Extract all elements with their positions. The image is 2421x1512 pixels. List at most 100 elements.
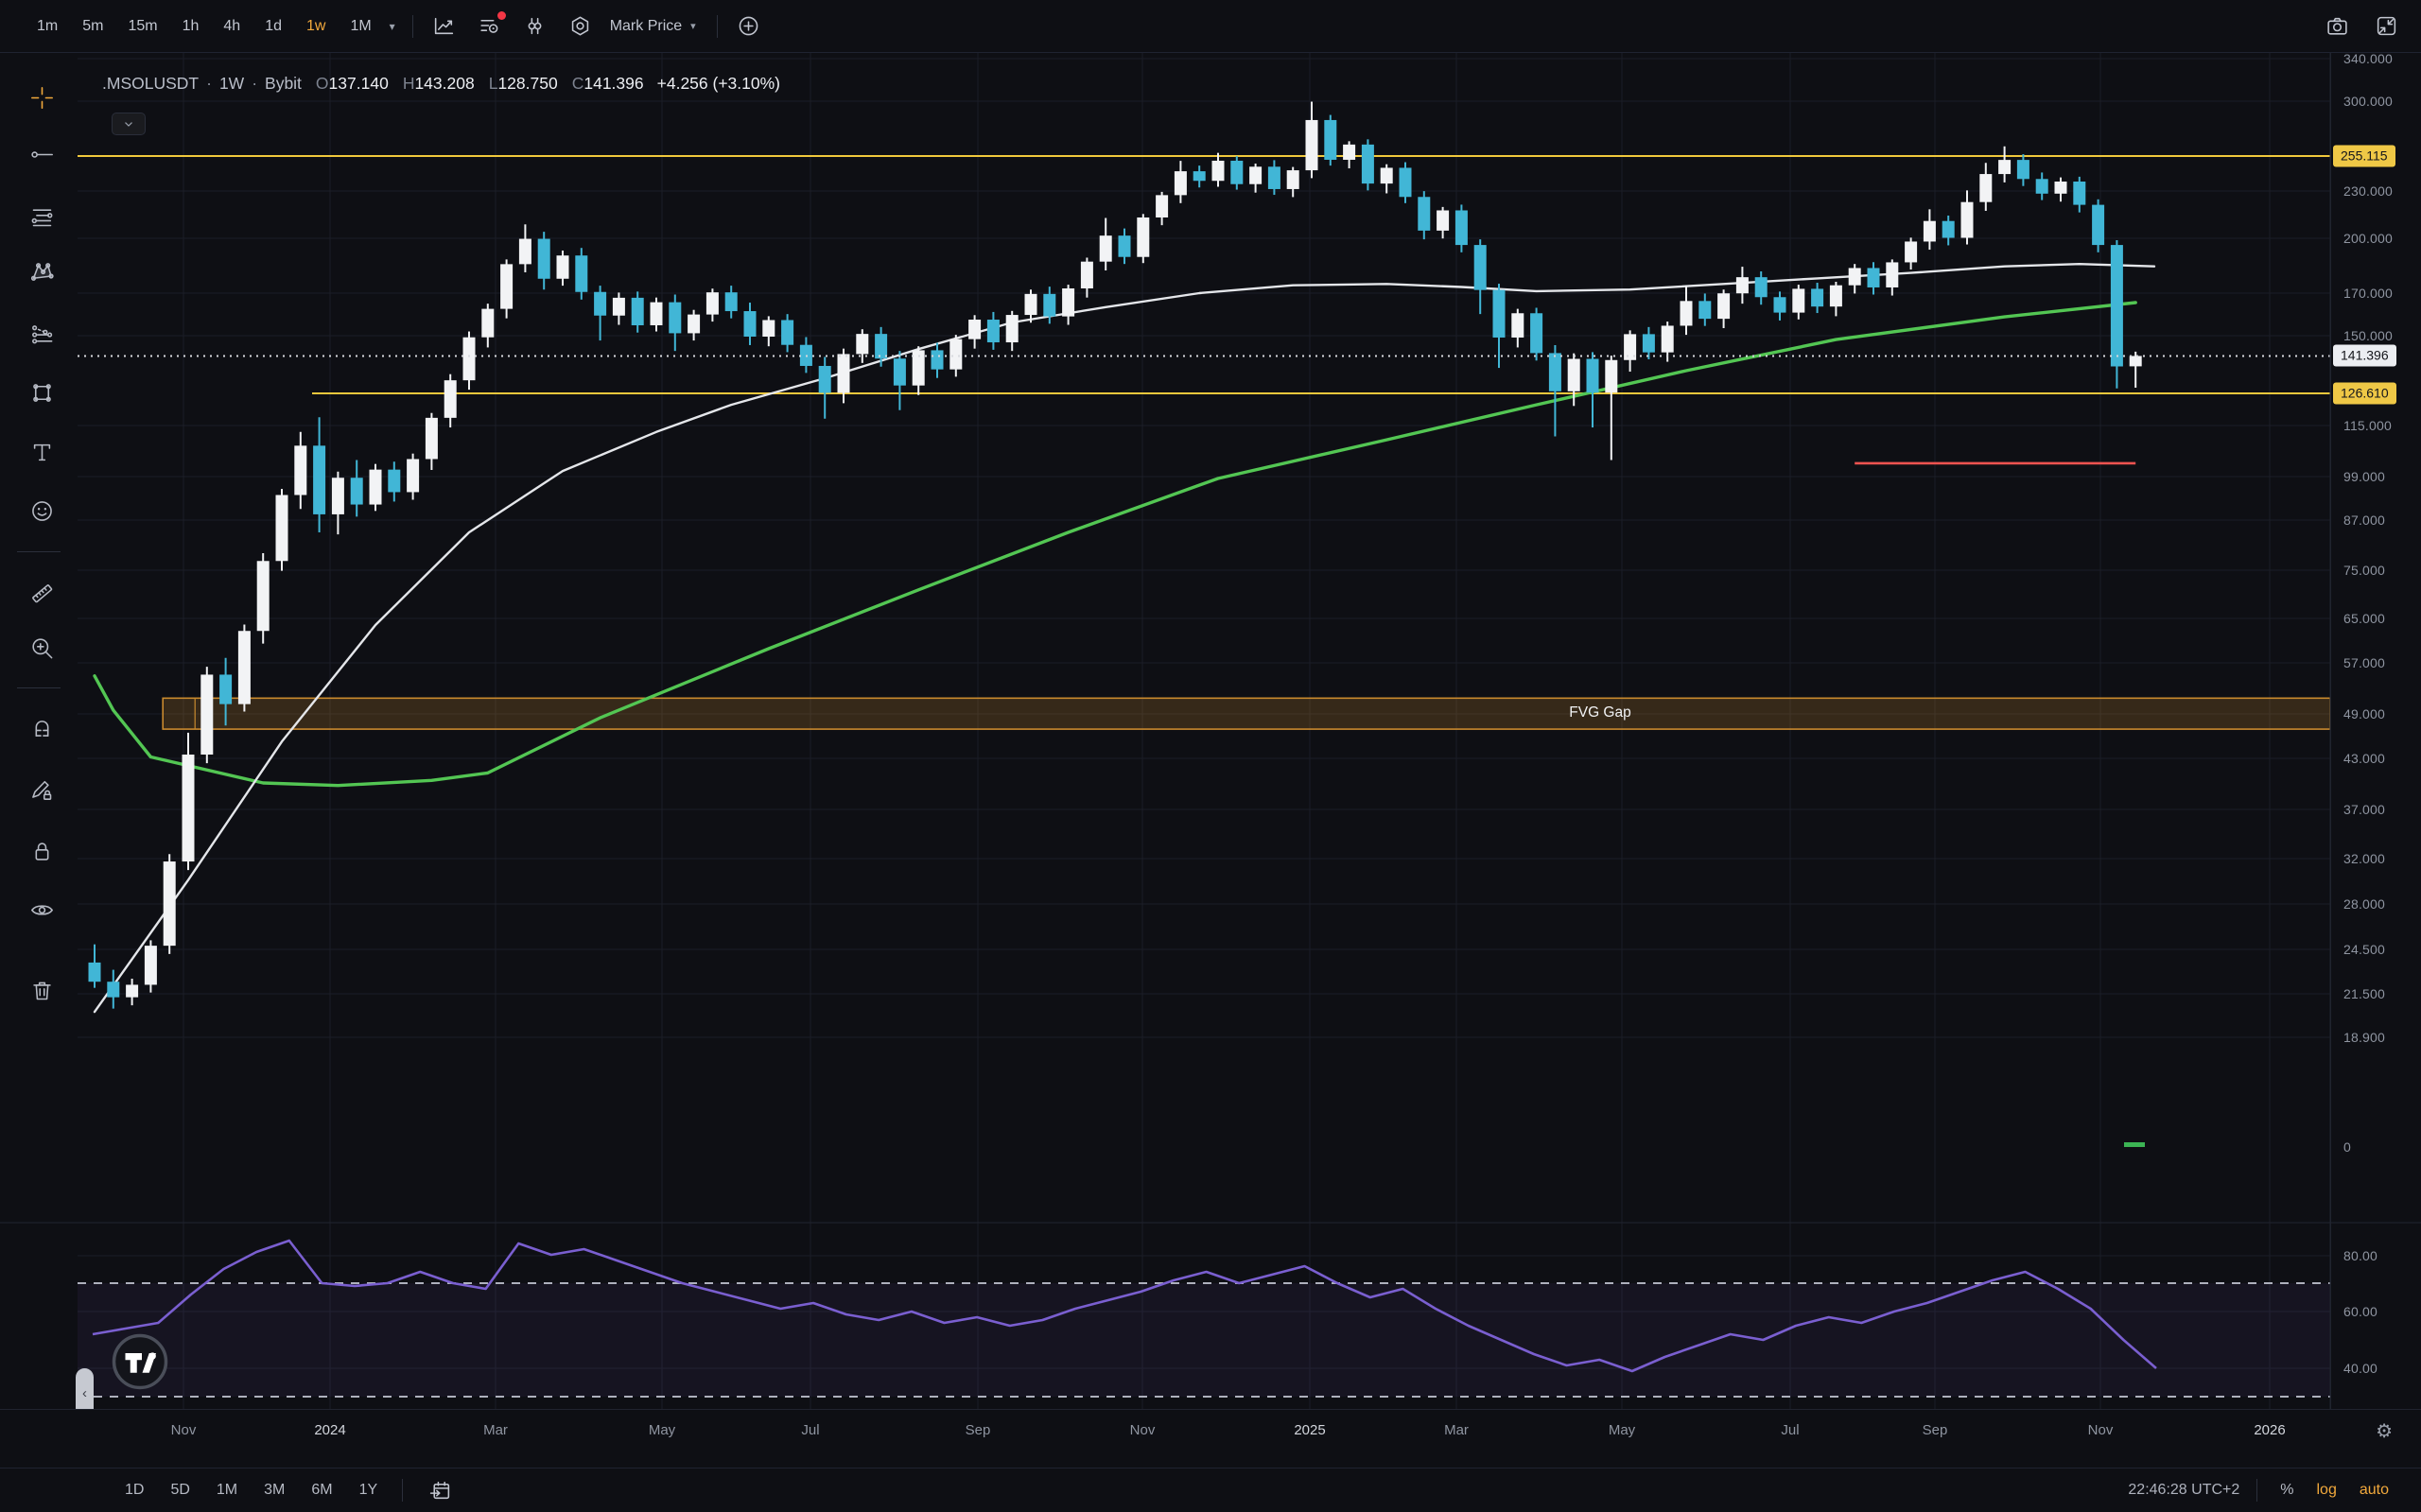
minimize-icon [2377,16,2395,36]
calendar-goto-icon [429,1481,449,1499]
bottom-toolbar: 1D 5D 1M 3M 6M 1Y 22:46:28 UTC+2 % log auto [0,1468,2421,1512]
tool-emoji[interactable] [23,492,61,530]
timeframe-1M[interactable]: 1M [338,12,383,41]
symbol-legend[interactable]: .MSOLUSDT · 1W · Bybit O 137.140 H 143.2… [102,74,780,94]
price-tick: 28.000 [2343,896,2386,912]
rectangle-icon [32,383,51,402]
price-tick: 75.000 [2343,563,2386,578]
log-scale-button[interactable]: log [2306,1477,2348,1503]
range-6M[interactable]: 6M [298,1477,345,1503]
tool-lock-all[interactable] [23,832,61,870]
timeframe-1w[interactable]: 1w [294,12,338,41]
price-tick: 49.000 [2343,706,2386,721]
range-5D[interactable]: 5D [157,1477,202,1503]
rsi-tick: 40.00 [2343,1361,2378,1376]
tool-divider [17,551,61,552]
clock-label[interactable]: 22:46:28 UTC+2 [2122,1481,2245,1500]
tool-forecast[interactable] [23,315,61,353]
timeframe-group: 1m 5m 15m 1h 4h 1d 1w 1M [25,12,384,41]
range-1Y[interactable]: 1Y [346,1477,392,1503]
range-1D[interactable]: 1D [112,1477,157,1503]
tool-drawing-lock[interactable] [23,769,61,807]
chart-style-button[interactable] [425,8,464,45]
open-key: O [315,74,329,93]
low-value: 128.750 [497,74,558,93]
tool-hide-all[interactable] [23,891,61,929]
settings-icon [572,16,589,36]
tool-crosshair[interactable] [23,78,61,116]
chart-tools-group [425,8,601,45]
price-tick: 21.500 [2343,986,2386,1001]
close-value: 141.396 [583,74,644,93]
forecast-icon [31,324,52,343]
tool-fib-retracement[interactable] [23,198,61,235]
add-button[interactable] [729,8,769,45]
minimize-button[interactable] [2366,8,2406,45]
plus-circle-icon [739,16,758,36]
camera-icon [2326,17,2347,35]
price-tick: 300.000 [2343,94,2394,109]
camera-button[interactable] [2317,8,2357,45]
percent-scale-button[interactable]: % [2269,1477,2305,1503]
tool-rectangle[interactable] [23,374,61,411]
time-tick: 2024 [314,1422,346,1438]
high-key: H [402,74,415,93]
price-badge: 141.396 [2333,344,2396,367]
tool-trend-line[interactable] [23,135,61,173]
settings-button[interactable] [561,8,601,45]
tool-magnet[interactable] [23,707,61,745]
range-1M[interactable]: 1M [203,1477,251,1503]
timeframe-1h[interactable]: 1h [170,12,212,41]
tool-xabcd-pattern[interactable] [23,252,61,290]
price-tick: 99.000 [2343,469,2386,484]
axis-settings-gear-icon[interactable]: ⚙ [2376,1421,2393,1442]
zero-tick: 0 [2343,1139,2351,1155]
timeframe-15m[interactable]: 15m [115,12,169,41]
toolbar-divider [402,1479,404,1502]
time-tick: Jul [801,1422,820,1438]
range-group: 1D 5D 1M 3M 6M 1Y [112,1477,391,1503]
go-to-date-button[interactable] [420,1471,460,1509]
auto-scale-button[interactable]: auto [2348,1477,2400,1503]
price-badge: 255.115 [2333,145,2395,167]
compare-button[interactable] [515,8,555,45]
price-tick: 57.000 [2343,655,2386,670]
time-tick: 2025 [1294,1422,1326,1438]
price-source-dropdown[interactable]: Mark Price ▾ [601,12,705,41]
chart-style-icon [435,17,454,35]
price-tick: 115.000 [2343,418,2392,433]
timeframe-1m[interactable]: 1m [25,12,70,41]
tool-divider [17,687,61,688]
toolbar-divider [716,14,718,38]
timeframe-4h[interactable]: 4h [211,12,253,41]
change-value: +4.256 (+3.10%) [656,74,780,93]
fvg-gap-label[interactable]: FVG Gap [1569,704,1631,721]
tool-text[interactable] [23,433,61,471]
timeframe-1d[interactable]: 1d [253,12,294,41]
time-tick: Nov [170,1422,197,1438]
time-tick: May [1608,1422,1636,1438]
time-tick: Mar [483,1422,508,1438]
text-icon [33,443,50,461]
range-3M[interactable]: 3M [251,1477,298,1503]
top-toolbar: 1m 5m 15m 1h 4h 1d 1w 1M ▾ Mark Price ▾ [0,0,2421,53]
tool-ruler[interactable] [23,574,61,612]
candles-layer [88,101,2142,1009]
drawing-toolbar [0,53,78,1409]
time-tick: Nov [1129,1422,1156,1438]
scroll-left-button[interactable]: ‹ [76,1368,94,1417]
price-axis[interactable]: 340.000 300.000 230.000 200.000 170.000 150.0… [2330,51,2421,1409]
legend-collapse-button[interactable] [112,113,146,135]
timeframe-5m[interactable]: 5m [70,12,115,41]
price-source-label: Mark Price [609,17,683,34]
zoom-in-icon [31,637,52,658]
timeframe-menu-button[interactable]: ▾ [384,14,401,39]
tool-remove-all[interactable] [23,971,61,1009]
tool-zoom-in[interactable] [23,629,61,667]
lock-all-icon [35,842,48,860]
price-tick: 170.000 [2343,286,2394,301]
time-axis[interactable]: ⚙ Nov 2024 Mar May Jul Sep Nov 2025 Mar May Jul Sep… [0,1409,2421,1469]
indicators-button[interactable] [470,8,510,45]
tradingview-logo[interactable] [112,1333,168,1390]
